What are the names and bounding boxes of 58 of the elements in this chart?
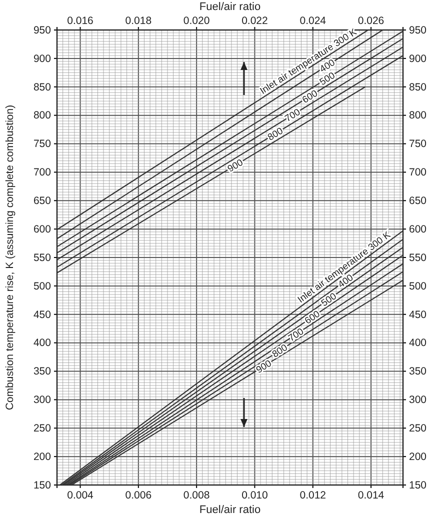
y2-tick-label: 600: [409, 223, 427, 236]
text: 800: [270, 342, 290, 360]
x-tick-label: 0.008: [183, 489, 210, 502]
y2-tick-label: 250: [409, 422, 427, 434]
x-tick-label: 0.014: [358, 489, 384, 502]
x2-tick-label: 0.026: [358, 15, 384, 27]
y-tick-label: 800: [33, 110, 52, 122]
text: 700: [286, 326, 306, 344]
y-tick-label: 700: [33, 166, 52, 179]
x2-axis-title: Fuel/air ratio: [199, 1, 261, 13]
y-tick-label: 350: [33, 366, 52, 378]
y2-tick-label: 450: [409, 308, 427, 321]
text: 600: [300, 88, 320, 106]
y-tick-label: 600: [33, 223, 52, 236]
y-tick-label: 900: [33, 52, 52, 65]
x2-tick-label: 0.020: [183, 15, 210, 27]
text: 500: [319, 290, 339, 310]
text: 600: [302, 308, 322, 327]
x2-tick-label: 0.016: [67, 15, 94, 27]
text: 900: [226, 157, 246, 175]
y2-tick-label: 400: [409, 337, 427, 350]
x2-tick-label: 0.018: [125, 15, 152, 27]
y-tick-label: 500: [33, 280, 52, 292]
y2-tick-label: 200: [409, 450, 427, 463]
y-tick-label: 850: [33, 81, 52, 94]
y-tick-label: 250: [33, 422, 52, 434]
y2-tick-label: 350: [409, 366, 427, 378]
y-tick-label: 650: [33, 194, 52, 207]
y-axis-title: Combustion temperature rise, K (assuming complete combustion): [4, 104, 16, 410]
text: 800: [266, 126, 286, 144]
x-tick-label: 0.004: [67, 489, 94, 502]
y2-tick-label: 900: [409, 52, 427, 65]
y2-tick-label: 750: [409, 138, 427, 150]
y2-tick-label: 550: [409, 252, 427, 264]
y2-tick-label: 650: [409, 194, 427, 207]
y-tick-label: 950: [33, 24, 52, 36]
x-tick-label: 0.010: [242, 489, 268, 502]
y2-tick-label: 950: [409, 24, 427, 36]
y-tick-label: 200: [33, 450, 52, 463]
x-tick-label: 0.012: [300, 489, 326, 502]
x-tick-label: 0.006: [125, 489, 152, 502]
y2-tick-label: 500: [409, 280, 427, 292]
y2-tick-label: 700: [409, 166, 427, 179]
text: 900: [254, 358, 274, 376]
y-tick-label: 550: [33, 252, 52, 264]
x2-tick-label: 0.024: [300, 15, 326, 27]
y-tick-label: 750: [33, 138, 52, 150]
y-tick-label: 450: [33, 308, 52, 321]
y-tick-label: 400: [33, 337, 52, 350]
y2-tick-label: 150: [409, 479, 427, 492]
y2-tick-label: 800: [409, 110, 427, 122]
y-tick-label: 150: [33, 479, 52, 492]
x-axis-title: Fuel/air ratio: [199, 504, 261, 516]
y2-tick-label: 850: [409, 81, 427, 94]
y-tick-label: 300: [33, 394, 52, 406]
x2-tick-label: 0.022: [242, 15, 268, 27]
y2-tick-label: 300: [409, 394, 427, 406]
text: 700: [283, 106, 303, 125]
